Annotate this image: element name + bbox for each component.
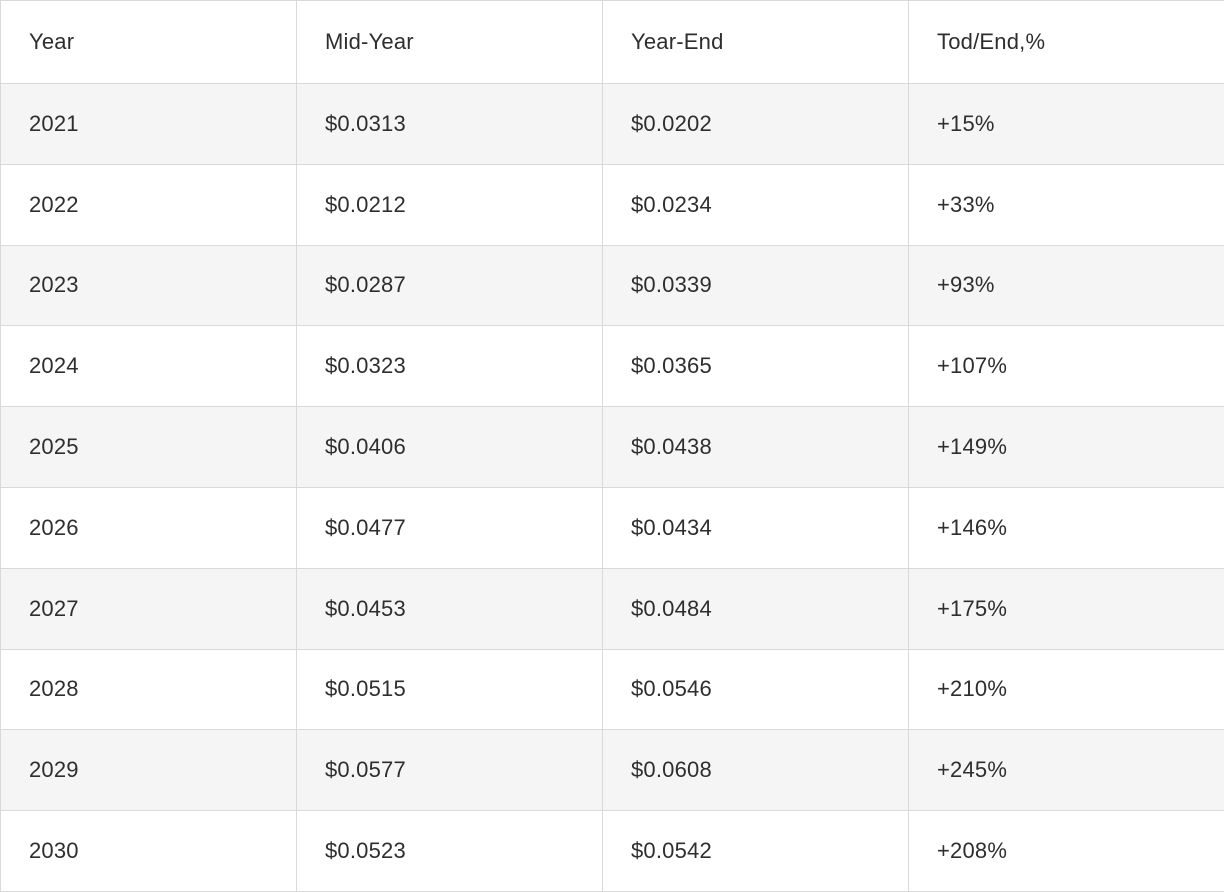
table-row: 2025 $0.0406 $0.0438 +149%	[0, 406, 1224, 488]
cell-mid-year: $0.0212	[296, 163, 603, 246]
cell-mid-year: $0.0287	[296, 244, 603, 327]
cell-mid-year: $0.0523	[296, 810, 603, 892]
cell-year: 2024	[0, 325, 297, 408]
cell-tod-end-pct: +107%	[908, 325, 1224, 408]
column-header-year-end: Year-End	[602, 0, 909, 84]
table-row: 2023 $0.0287 $0.0339 +93%	[0, 244, 1224, 327]
cell-tod-end-pct: +149%	[908, 406, 1224, 488]
cell-year-end: $0.0234	[602, 163, 909, 246]
cell-year-end: $0.0542	[602, 810, 909, 892]
header-row: Year Mid-Year Year-End Tod/End,%	[0, 0, 1224, 84]
cell-year-end: $0.0202	[602, 83, 909, 165]
cell-tod-end-pct: +175%	[908, 567, 1224, 650]
cell-tod-end-pct: +15%	[908, 83, 1224, 165]
cell-tod-end-pct: +146%	[908, 486, 1224, 569]
cell-mid-year: $0.0406	[296, 406, 603, 488]
cell-year-end: $0.0546	[602, 648, 909, 731]
cell-year: 2026	[0, 486, 297, 569]
cell-year-end: $0.0434	[602, 486, 909, 569]
cell-year: 2030	[0, 810, 297, 892]
cell-year: 2022	[0, 163, 297, 246]
column-header-year: Year	[0, 0, 297, 84]
table-row: 2021 $0.0313 $0.0202 +15%	[0, 83, 1224, 165]
cell-year-end: $0.0365	[602, 325, 909, 408]
cell-year: 2027	[0, 567, 297, 650]
cell-year: 2029	[0, 729, 297, 812]
cell-year-end: $0.0484	[602, 567, 909, 650]
cell-year-end: $0.0339	[602, 244, 909, 327]
cell-year: 2025	[0, 406, 297, 488]
table-header: Year Mid-Year Year-End Tod/End,%	[0, 0, 1224, 84]
table-row: 2026 $0.0477 $0.0434 +146%	[0, 486, 1224, 569]
column-header-tod-end-pct: Tod/End,%	[908, 0, 1224, 84]
cell-mid-year: $0.0313	[296, 83, 603, 165]
cell-year: 2028	[0, 648, 297, 731]
cell-mid-year: $0.0323	[296, 325, 603, 408]
cell-mid-year: $0.0577	[296, 729, 603, 812]
cell-year-end: $0.0608	[602, 729, 909, 812]
table-row: 2028 $0.0515 $0.0546 +210%	[0, 648, 1224, 731]
cell-tod-end-pct: +208%	[908, 810, 1224, 892]
cell-tod-end-pct: +93%	[908, 244, 1224, 327]
table-row: 2027 $0.0453 $0.0484 +175%	[0, 567, 1224, 650]
cell-year: 2023	[0, 244, 297, 327]
cell-tod-end-pct: +245%	[908, 729, 1224, 812]
cell-tod-end-pct: +33%	[908, 163, 1224, 246]
cell-tod-end-pct: +210%	[908, 648, 1224, 731]
column-header-mid-year: Mid-Year	[296, 0, 603, 84]
table-row: 2030 $0.0523 $0.0542 +208%	[0, 810, 1224, 892]
table-row: 2024 $0.0323 $0.0365 +107%	[0, 325, 1224, 408]
table-body: 2021 $0.0313 $0.0202 +15% 2022 $0.0212 $…	[0, 83, 1224, 892]
cell-mid-year: $0.0515	[296, 648, 603, 731]
cell-mid-year: $0.0477	[296, 486, 603, 569]
table-row: 2022 $0.0212 $0.0234 +33%	[0, 163, 1224, 246]
cell-year: 2021	[0, 83, 297, 165]
table-row: 2029 $0.0577 $0.0608 +245%	[0, 729, 1224, 812]
cell-year-end: $0.0438	[602, 406, 909, 488]
cell-mid-year: $0.0453	[296, 567, 603, 650]
